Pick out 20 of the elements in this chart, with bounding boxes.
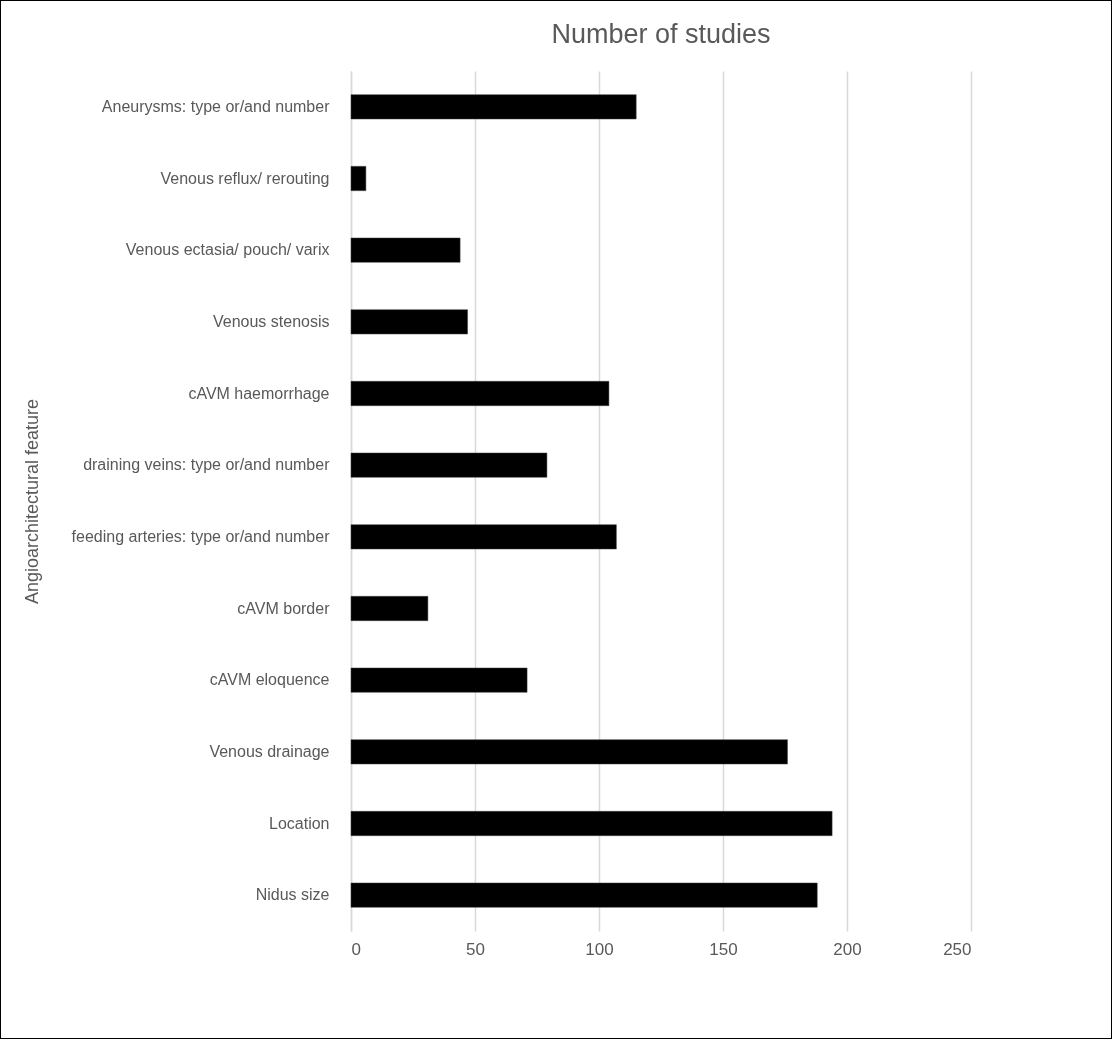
y-tick-label: cAVM haemorrhage bbox=[188, 384, 330, 402]
y-axis-title: Angioarchitectural feature bbox=[21, 398, 42, 605]
y-tick-label: Venous reflux/ rerouting bbox=[160, 169, 330, 187]
x-tick-label: 200 bbox=[833, 939, 862, 959]
x-tick-label: 100 bbox=[585, 939, 614, 959]
chart-title: Number of studies bbox=[551, 19, 771, 49]
y-tick-label: Location bbox=[269, 814, 330, 832]
y-tick-label: cAVM border bbox=[237, 599, 331, 617]
x-tick-label: 50 bbox=[466, 939, 485, 959]
x-tick-label: 150 bbox=[709, 939, 738, 959]
x-tick-label: 0 bbox=[351, 939, 361, 959]
y-tick-label: Venous ectasia/ pouch/ varix bbox=[125, 241, 330, 259]
y-tick-label: Nidus size bbox=[255, 886, 330, 904]
y-tick-label: draining veins: type or/and number bbox=[83, 456, 331, 474]
y-tick-label: Venous stenosis bbox=[212, 312, 330, 330]
x-tick-label: 250 bbox=[943, 939, 972, 959]
y-tick-label: cAVM eloquence bbox=[209, 671, 330, 689]
y-tick-label: Aneurysms: type or/and number bbox=[101, 97, 331, 115]
y-tick-label: feeding arteries: type or/and number bbox=[71, 527, 331, 545]
y-tick-label: Venous drainage bbox=[209, 742, 330, 760]
